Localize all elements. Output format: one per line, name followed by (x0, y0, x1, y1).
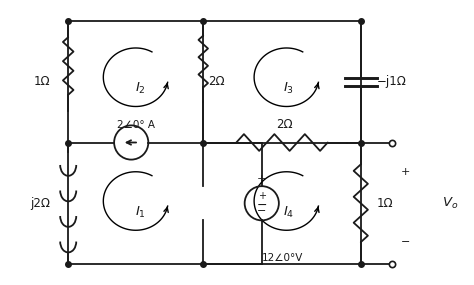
Text: +: + (401, 167, 410, 177)
Text: 2∠0° A: 2∠0° A (117, 120, 155, 130)
Text: +: + (258, 191, 266, 201)
Text: −: − (257, 206, 266, 216)
Text: 12∠0°V: 12∠0°V (262, 253, 303, 263)
Text: −: − (401, 237, 410, 247)
Text: $I_1$: $I_1$ (135, 205, 146, 220)
Text: j2Ω: j2Ω (30, 197, 50, 210)
Text: $I_2$: $I_2$ (135, 81, 146, 96)
Text: $I_4$: $I_4$ (283, 205, 294, 220)
Text: 1Ω: 1Ω (376, 197, 393, 210)
Text: −j1Ω: −j1Ω (376, 75, 406, 88)
Text: −: − (256, 199, 267, 212)
Text: 1Ω: 1Ω (34, 75, 50, 88)
Text: $V_o$: $V_o$ (442, 196, 458, 211)
Text: +: + (257, 174, 266, 184)
Text: 2Ω: 2Ω (276, 118, 292, 131)
Text: $I_3$: $I_3$ (283, 81, 294, 96)
Text: 2Ω: 2Ω (208, 75, 224, 88)
